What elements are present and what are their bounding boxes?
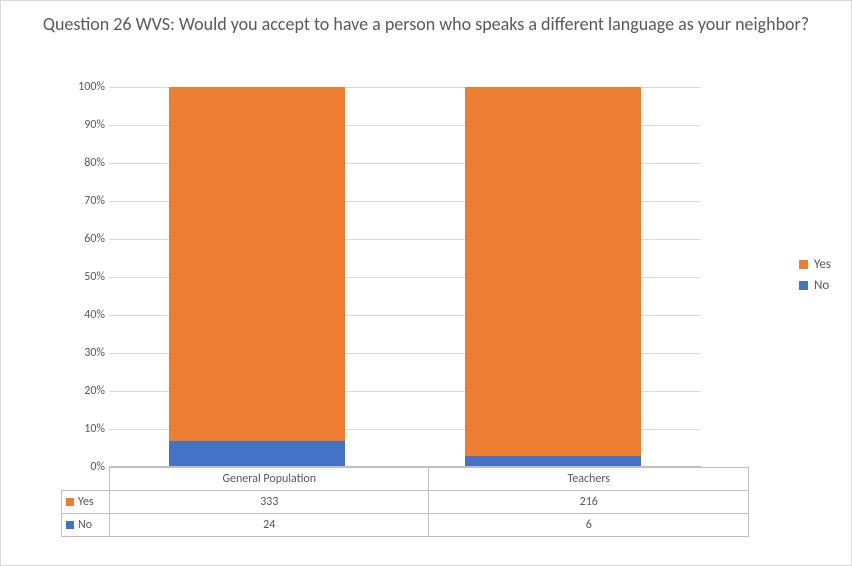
y-tick-label: 30%	[61, 346, 105, 360]
table-value-cell: 24	[109, 514, 429, 537]
y-tick-label: 80%	[61, 156, 105, 170]
table-series-label: Yes	[78, 495, 94, 509]
legend: Yes No	[799, 251, 831, 299]
y-tick-label: 40%	[61, 308, 105, 322]
bar-group	[465, 87, 641, 466]
y-tick-label: 70%	[61, 194, 105, 208]
table-series-label: No	[78, 518, 92, 532]
y-tick-label: 90%	[61, 118, 105, 132]
legend-swatch	[66, 498, 74, 506]
plot-wrapper: 0%10%20%30%40%50%60%70%80%90%100%	[61, 87, 701, 467]
table-value-cell: 333	[109, 491, 429, 514]
bar-segment-no	[169, 441, 345, 466]
bars-layer	[109, 87, 701, 466]
legend-swatch	[799, 260, 808, 269]
bar-segment-no	[465, 456, 641, 466]
legend-item: Yes	[799, 257, 831, 272]
bar-segment-yes	[465, 87, 641, 456]
y-tick-label: 10%	[61, 422, 105, 436]
legend-item: No	[799, 278, 831, 293]
table-category-header: General Population	[109, 468, 429, 491]
table-value-cell: 216	[429, 491, 749, 514]
y-tick-label: 20%	[61, 384, 105, 398]
table-row: Yes 333216	[62, 491, 749, 514]
y-tick-label: 50%	[61, 270, 105, 284]
legend-label: Yes	[814, 257, 831, 272]
y-tick-label: 100%	[61, 80, 105, 94]
table-category-header: Teachers	[429, 468, 749, 491]
chart-container: Question 26 WVS: Would you accept to hav…	[0, 0, 852, 566]
legend-swatch	[66, 521, 74, 529]
table-value-cell: 6	[429, 514, 749, 537]
table-corner	[62, 468, 110, 491]
table-row: No 246	[62, 514, 749, 537]
table-series-cell: Yes	[62, 491, 110, 514]
bar-segment-yes	[169, 87, 345, 441]
bar-group	[169, 87, 345, 466]
table-series-cell: No	[62, 514, 110, 537]
legend-swatch	[799, 281, 808, 290]
legend-label: No	[814, 278, 829, 293]
data-table: General PopulationTeachers Yes 333216 No 246	[61, 467, 749, 537]
plot-area	[109, 87, 701, 467]
y-tick-label: 60%	[61, 232, 105, 246]
chart-title: Question 26 WVS: Would you accept to hav…	[1, 1, 851, 44]
